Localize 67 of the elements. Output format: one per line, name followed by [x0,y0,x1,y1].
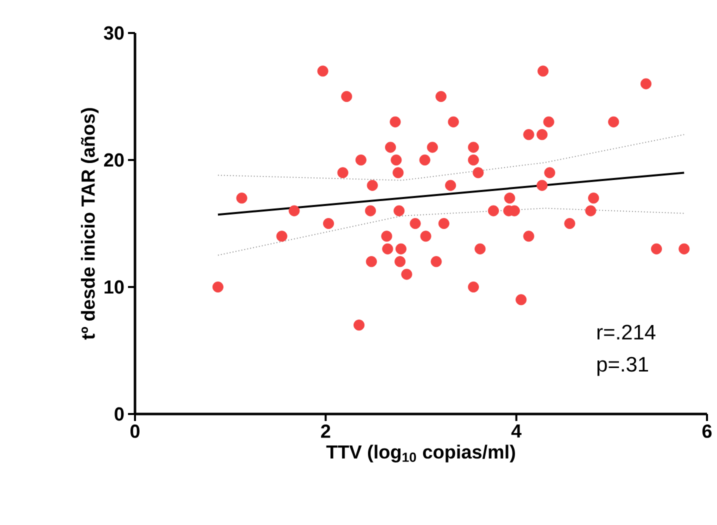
point [585,205,596,216]
point [468,154,479,166]
y-axis-title: tº desde inicio TAR (años) [80,108,99,340]
point [436,91,447,102]
annotation: p=.31 [597,356,648,376]
point [276,230,288,242]
point [564,218,576,229]
x-tick-label: 4 [511,424,522,438]
point [608,116,620,128]
point [317,66,328,77]
y-tick-label: 0 [114,407,124,421]
point [236,192,248,204]
point [288,205,300,216]
point [445,180,456,191]
point [354,320,365,331]
point [523,129,534,140]
point [504,192,516,204]
point [410,218,421,229]
point [468,142,479,153]
x-tick-label: 0 [130,424,140,438]
point [468,282,479,292]
point [640,78,652,90]
point [419,154,430,166]
point [678,243,690,254]
point [337,167,348,178]
point [366,256,377,268]
point [538,66,549,77]
point [381,230,392,242]
point [382,243,394,254]
point [430,256,442,268]
line-series [217,134,685,181]
point [384,142,396,153]
point [394,205,405,216]
point [355,154,366,166]
y-tick-label: 10 [104,280,124,294]
point [536,180,548,191]
x-tick-label: 6 [702,424,712,438]
point [516,294,527,306]
point [438,218,450,229]
point [488,205,499,216]
point [420,230,432,242]
point [390,154,402,166]
point [394,256,406,268]
point [474,243,486,254]
point [401,268,412,280]
point [426,142,438,153]
point [341,91,352,102]
x-tick-label: 2 [321,424,330,438]
y-tick-label: 20 [104,153,124,167]
y-tick-label: 30 [104,26,124,40]
point [212,282,224,292]
x-axis-title: TTV (log$_{10}$ copias/ml) [326,444,515,462]
point [523,230,534,242]
point [448,116,459,128]
point [364,205,376,216]
point [390,116,401,128]
point [588,192,600,204]
point [536,129,548,140]
point [650,243,662,254]
point [472,167,484,178]
point [395,243,406,254]
annotation: r=.214 [598,324,656,340]
point [366,180,378,191]
point [543,116,554,128]
point [323,218,334,229]
point [392,167,404,178]
point [544,167,556,178]
